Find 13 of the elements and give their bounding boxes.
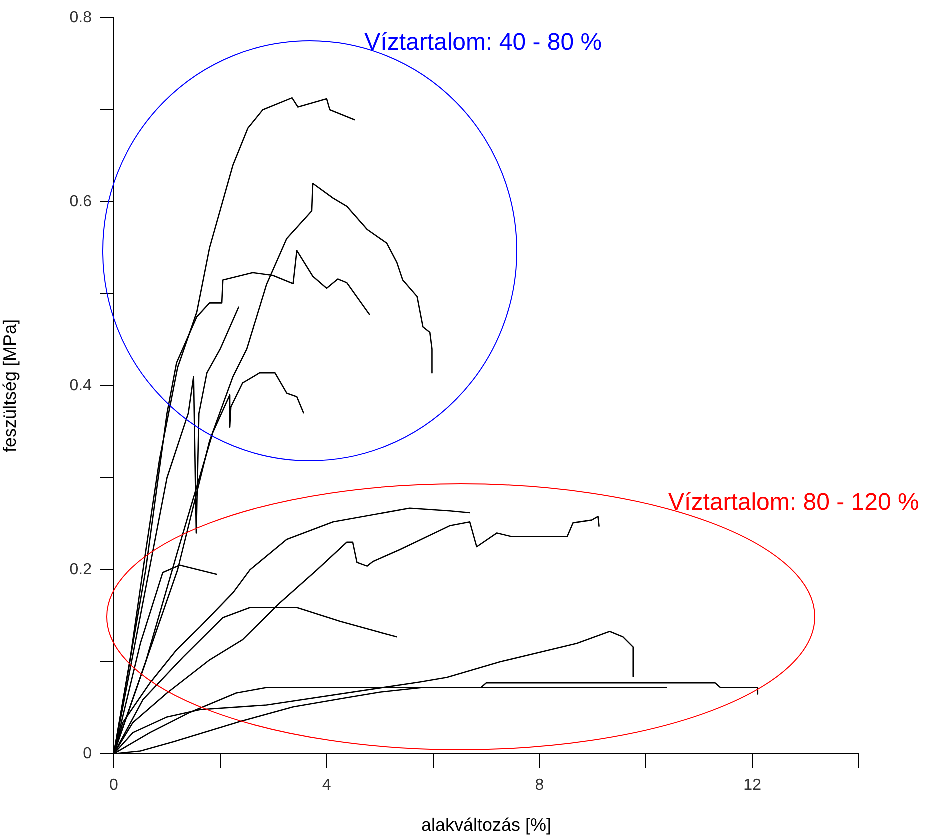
y-tick-label: 0 (83, 745, 92, 762)
x-tick-label: 8 (535, 777, 544, 794)
annotation: Víztartalom: 40 - 80 % (364, 28, 602, 56)
annotation: Víztartalom: 80 - 120 % (668, 489, 920, 516)
x-tick-label: 0 (110, 777, 119, 794)
y-tick-label: 0.2 (70, 561, 92, 578)
x-axis-title: alakváltozás [%] (421, 815, 552, 836)
x-tick-label: 12 (744, 777, 762, 794)
y-tick-label: 0.8 (70, 9, 92, 26)
y-tick-label: 0.4 (70, 377, 92, 394)
y-tick-label: 0.6 (70, 193, 92, 210)
y-axis-title: feszültség [MPa] (0, 319, 20, 453)
x-tick-label: 4 (322, 777, 332, 794)
